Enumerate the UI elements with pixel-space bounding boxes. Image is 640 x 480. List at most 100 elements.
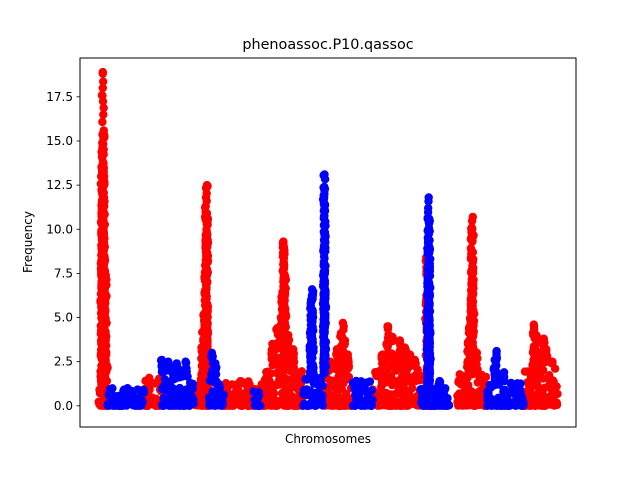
data-point xyxy=(262,397,271,407)
data-point xyxy=(535,355,544,365)
data-point xyxy=(466,286,476,295)
y-tick-label: 0.0 xyxy=(54,399,73,413)
data-point xyxy=(531,371,540,380)
data-point xyxy=(439,401,449,410)
data-point xyxy=(172,360,181,369)
data-point xyxy=(104,400,113,409)
data-point xyxy=(320,211,329,221)
y-tick-label: 7.5 xyxy=(54,266,73,280)
data-point xyxy=(263,367,273,376)
data-point xyxy=(97,207,106,217)
data-point xyxy=(545,371,554,380)
data-point xyxy=(180,393,189,403)
data-point xyxy=(201,267,211,276)
data-point xyxy=(309,379,319,388)
data-point xyxy=(216,397,225,406)
data-point xyxy=(105,385,115,394)
data-point xyxy=(99,318,109,327)
data-point xyxy=(211,369,220,378)
data-point xyxy=(266,385,275,394)
data-point xyxy=(474,400,484,409)
data-point xyxy=(202,196,211,206)
data-point xyxy=(378,379,387,388)
data-point xyxy=(317,391,327,400)
data-point xyxy=(545,380,555,389)
data-point xyxy=(197,361,207,371)
data-point xyxy=(463,362,472,371)
data-point xyxy=(99,103,108,113)
data-point xyxy=(265,376,274,385)
data-point xyxy=(383,322,393,331)
data-point xyxy=(383,342,392,352)
data-point xyxy=(279,260,288,269)
data-point xyxy=(308,288,317,297)
data-point xyxy=(319,221,329,230)
data-point xyxy=(177,386,186,395)
data-point xyxy=(308,310,317,319)
data-point xyxy=(102,291,111,301)
data-point xyxy=(212,387,221,396)
data-point xyxy=(343,364,352,374)
data-point xyxy=(465,323,474,332)
data-point xyxy=(319,262,329,271)
data-point xyxy=(254,401,263,410)
chart-title: phenoassoc.P10.qassoc xyxy=(242,37,413,53)
data-point xyxy=(425,320,434,329)
data-point xyxy=(424,235,433,245)
data-point xyxy=(147,393,156,402)
data-point xyxy=(468,224,477,234)
data-point xyxy=(414,373,424,382)
data-point xyxy=(473,378,482,387)
data-point xyxy=(428,400,437,410)
data-point xyxy=(424,197,433,206)
data-point xyxy=(175,401,185,410)
data-point xyxy=(98,150,108,160)
data-point xyxy=(198,328,207,337)
data-point xyxy=(472,366,482,375)
data-point xyxy=(492,347,501,357)
data-point xyxy=(161,386,170,395)
data-point xyxy=(424,271,433,280)
data-point xyxy=(317,397,327,406)
data-point xyxy=(198,400,207,409)
data-point xyxy=(102,376,112,386)
data-point xyxy=(453,397,462,407)
data-point xyxy=(254,390,264,399)
data-point xyxy=(319,346,329,355)
data-point xyxy=(491,361,500,370)
data-point xyxy=(531,334,541,343)
data-point xyxy=(98,197,107,207)
data-point xyxy=(273,330,283,339)
data-point xyxy=(550,401,559,410)
data-point xyxy=(513,385,523,395)
data-point xyxy=(471,352,481,362)
data-point xyxy=(160,375,169,384)
data-point xyxy=(281,275,290,284)
data-point xyxy=(200,315,209,325)
y-tick-label: 15.0 xyxy=(46,134,73,148)
data-point xyxy=(99,181,108,191)
data-point xyxy=(388,354,397,363)
data-point xyxy=(244,381,253,390)
data-point xyxy=(130,398,139,408)
data-point xyxy=(279,380,288,389)
data-point xyxy=(102,341,111,350)
data-point xyxy=(277,397,287,406)
data-point xyxy=(319,332,328,342)
plot-area-frame xyxy=(79,57,577,428)
data-point xyxy=(271,399,280,408)
data-point xyxy=(268,360,277,370)
data-point xyxy=(98,83,108,93)
data-point xyxy=(280,249,289,259)
data-point xyxy=(468,266,478,275)
data-point xyxy=(519,398,528,408)
data-point xyxy=(145,376,154,385)
data-point xyxy=(387,362,397,371)
data-point xyxy=(485,380,494,390)
data-point xyxy=(98,189,107,199)
data-point xyxy=(234,398,243,408)
data-point xyxy=(320,308,329,317)
data-point xyxy=(168,387,177,397)
data-point xyxy=(161,399,170,408)
data-point xyxy=(238,392,248,401)
